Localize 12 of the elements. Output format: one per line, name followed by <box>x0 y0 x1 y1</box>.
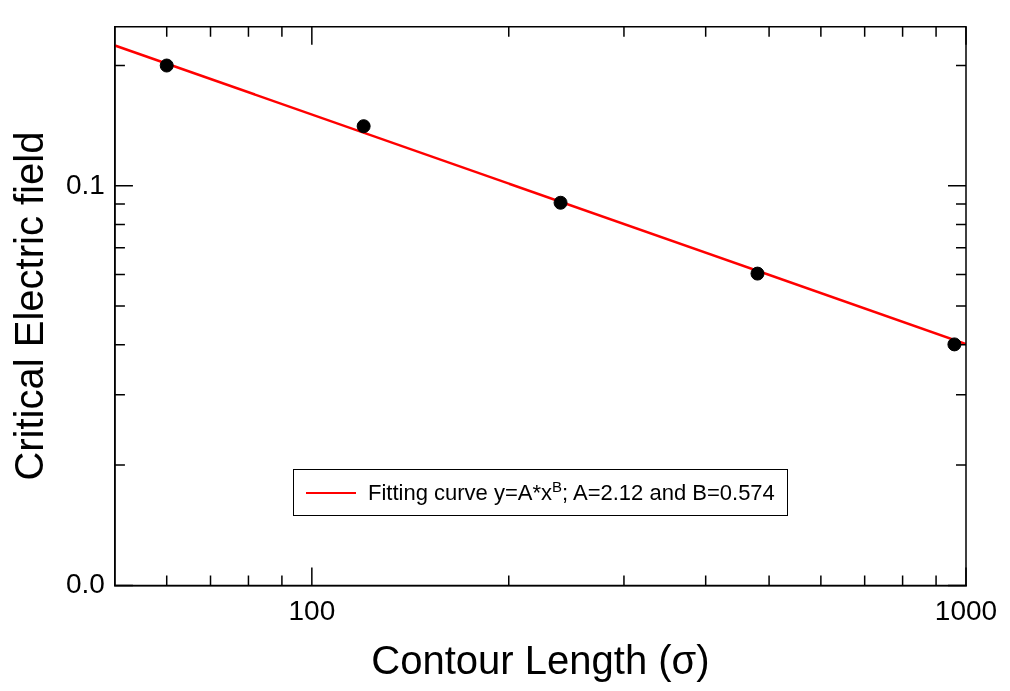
x-tick-label: 100 <box>288 594 336 626</box>
x-tick-label: 1000 <box>934 594 998 626</box>
point <box>356 119 371 134</box>
point <box>750 266 765 281</box>
y-tick-label: 0.0 <box>65 568 105 600</box>
point <box>947 337 962 352</box>
legend-label: Fitting curve y=A*x$^{B}$; A=2.12 and B=0.574 <box>367 478 775 507</box>
point <box>159 58 174 73</box>
x-axis-title: Contour Length (σ) <box>371 638 710 683</box>
y-axis-title: Critical Electric field <box>7 131 52 481</box>
y-tick-label: 0.1 <box>65 168 105 200</box>
point <box>553 195 568 210</box>
